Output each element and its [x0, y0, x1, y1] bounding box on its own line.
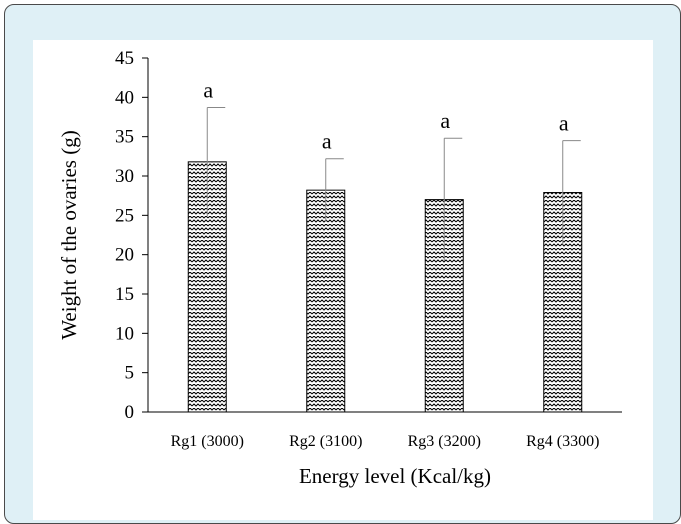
bar-annotation: a: [203, 78, 213, 103]
bar: [306, 189, 346, 413]
y-tick-label: 0: [125, 402, 135, 423]
y-ticks: 0 5 10 15 20 25 30 35 40 45: [115, 48, 148, 423]
error-bars: [206, 107, 581, 261]
y-tick-label: 40: [115, 87, 134, 108]
y-tick-label: 25: [115, 205, 134, 226]
y-tick-label: 5: [125, 363, 135, 384]
bar-annotation: a: [322, 129, 332, 154]
y-tick-label: 15: [115, 284, 134, 305]
y-tick-label: 10: [115, 323, 134, 344]
x-category-label: Rg1 (3000): [171, 433, 244, 450]
y-axis-label: Weight of the ovaries (g): [57, 130, 81, 339]
y-tick-label: 30: [115, 166, 134, 187]
y-tick-label: 35: [115, 127, 134, 148]
y-tick-label: 45: [115, 48, 134, 69]
x-category-label: Rg4 (3300): [526, 433, 599, 450]
bars: [187, 161, 583, 413]
x-axis-label: Energy level (Kcal/kg): [299, 464, 491, 488]
bar-annotation: a: [440, 108, 450, 133]
bar-annotation: a: [559, 111, 569, 136]
bar-annotations: a a a a: [203, 78, 569, 154]
x-category-label: Rg2 (3100): [289, 433, 362, 450]
x-categories: Rg1 (3000) Rg2 (3100) Rg3 (3200) Rg4 (3300): [171, 433, 600, 450]
x-category-label: Rg3 (3200): [408, 433, 481, 450]
y-tick-label: 20: [115, 245, 134, 266]
